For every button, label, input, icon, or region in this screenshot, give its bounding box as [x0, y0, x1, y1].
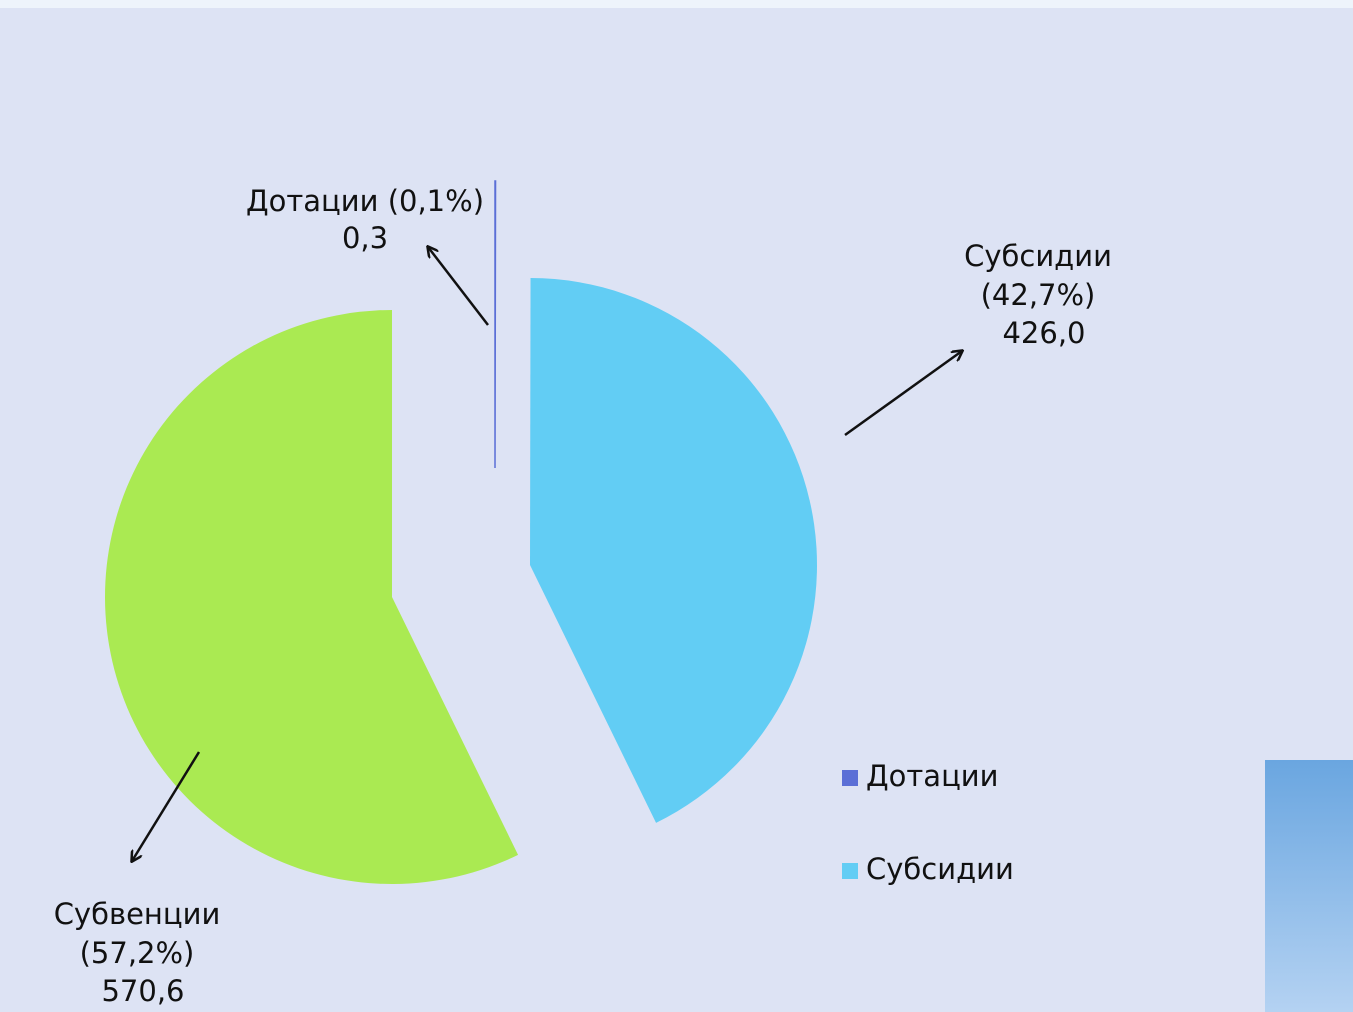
label-value: 570,6: [101, 974, 184, 1008]
label-percent: (42,7%): [981, 278, 1096, 312]
slice-label-0: Дотации (0,1%): [246, 184, 484, 218]
label-arrow: [132, 751, 201, 861]
label-name: Субсидии: [964, 239, 1112, 273]
legend-label: Дотации: [866, 759, 999, 793]
legend-swatch: [842, 770, 858, 786]
legend: Дотации Субсидии: [842, 759, 1014, 886]
legend-label: Субсидии: [866, 852, 1014, 886]
label-arrow: [428, 247, 489, 326]
pie-slice: [494, 180, 497, 469]
label-name: Субвенции: [54, 897, 221, 931]
label-percent: (0,1%): [388, 184, 484, 218]
pie: [105, 180, 817, 885]
pie-slice: [530, 278, 817, 823]
legend-swatch: [842, 863, 858, 879]
label-arrow: [844, 351, 962, 437]
label-name: Дотации: [246, 184, 379, 218]
decor-panel: [1265, 760, 1353, 1012]
label-value: 0,3: [342, 221, 388, 255]
top-band: [0, 0, 1353, 8]
label-percent: (57,2%): [80, 936, 195, 970]
label-value: 426,0: [1002, 316, 1085, 350]
pie-slice: [105, 310, 519, 885]
